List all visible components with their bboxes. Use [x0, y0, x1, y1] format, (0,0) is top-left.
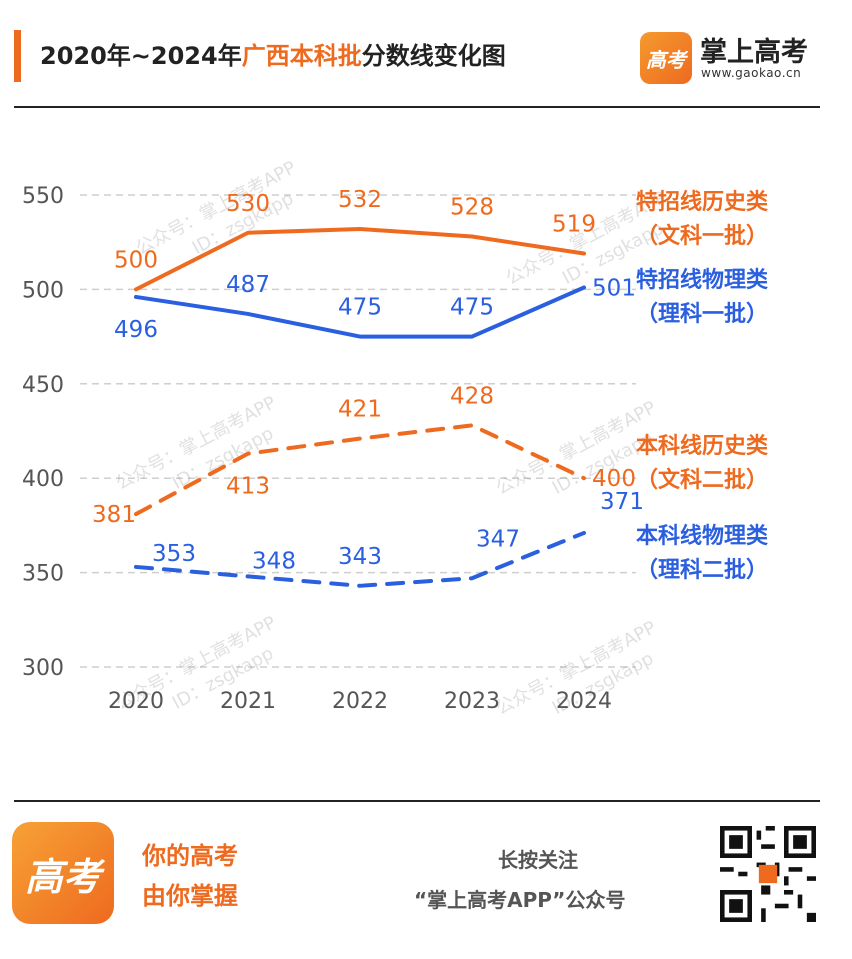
legend-label-physics-special: 特招线物理类 （理科一批） [636, 264, 768, 332]
y-tick-label: 350 [22, 562, 64, 587]
title-suffix: 分数线变化图 [361, 42, 506, 70]
data-label: 532 [338, 187, 382, 213]
x-tick-label: 2023 [444, 689, 500, 714]
follow-account: “掌上高考APP”公众号 [414, 888, 626, 912]
y-tick-label: 400 [22, 467, 64, 492]
legend-name: 特招线物理类 [636, 268, 769, 293]
data-label: 496 [114, 317, 158, 343]
series-line-2 [134, 285, 586, 339]
y-tick-label: 550 [22, 184, 64, 209]
slogan: 你的高考 由你掌握 [142, 836, 238, 916]
x-tick-label: 2022 [332, 689, 388, 714]
data-label: 371 [600, 489, 644, 515]
legend-sub: （理科一批） [636, 302, 769, 327]
y-tick-label: 300 [22, 656, 64, 681]
data-label: 428 [450, 383, 494, 409]
legend-name: 本科线历史类 [636, 434, 769, 459]
qr-code-icon[interactable] [720, 826, 816, 922]
brand-url[interactable]: www.gaokao.cn [701, 66, 802, 80]
legend-sub: （理科二批） [636, 558, 769, 583]
data-label: 530 [226, 191, 270, 217]
data-label: 487 [226, 272, 270, 298]
data-label: 500 [114, 247, 158, 273]
title-highlight: 广西本科批 [241, 42, 362, 70]
x-tick-label: 2024 [556, 689, 612, 714]
slogan-line-2: 由你掌握 [142, 882, 238, 910]
data-label: 528 [450, 195, 494, 221]
brand-logo-text: 高考 [646, 47, 686, 72]
data-label: 348 [252, 548, 296, 574]
slogan-line-1: 你的高考 [142, 842, 238, 870]
legend-name: 特招线历史类 [636, 190, 769, 215]
y-tick-label: 500 [22, 278, 64, 303]
app-logo-text: 高考 [24, 853, 101, 899]
data-label: 501 [592, 276, 636, 302]
data-label: 519 [552, 212, 596, 238]
series-line-3 [134, 423, 586, 517]
legend-sub: （文科二批） [636, 468, 769, 493]
title-accent-bar [14, 30, 21, 82]
data-label: 381 [92, 502, 136, 528]
data-label: 475 [450, 295, 494, 321]
x-tick-label: 2021 [220, 689, 276, 714]
data-label: 413 [226, 474, 270, 500]
data-label: 475 [338, 295, 382, 321]
data-label: 343 [338, 544, 382, 570]
legend-sub: （文科一批） [636, 224, 769, 249]
data-label: 421 [338, 397, 382, 423]
page-title: 2020年~2024年广西本科批分数线变化图 [40, 36, 506, 71]
data-label: 347 [476, 526, 520, 552]
title-prefix: 2020年~2024年 [40, 42, 242, 70]
footer-divider [14, 800, 820, 802]
data-label: 400 [592, 466, 636, 492]
data-label: 353 [152, 541, 196, 567]
legend-name: 本科线物理类 [636, 524, 769, 549]
brand-name: 掌上高考 [700, 37, 808, 68]
header-divider [14, 106, 820, 108]
x-tick-label: 2020 [108, 689, 164, 714]
follow-prompt: 长按关注 [498, 848, 578, 872]
legend-label-physics-undergrad: 本科线物理类 （理科二批） [636, 520, 768, 588]
y-tick-label: 450 [22, 373, 64, 398]
series-line-1 [134, 226, 586, 292]
brand-logo-icon: 高考 [640, 32, 692, 84]
legend-label-history-special: 特招线历史类 （文科一批） [636, 186, 768, 254]
series-line-4 [134, 530, 586, 588]
app-logo-icon: 高考 [12, 822, 114, 924]
legend-label-history-undergrad: 本科线历史类 （文科二批） [636, 430, 768, 498]
